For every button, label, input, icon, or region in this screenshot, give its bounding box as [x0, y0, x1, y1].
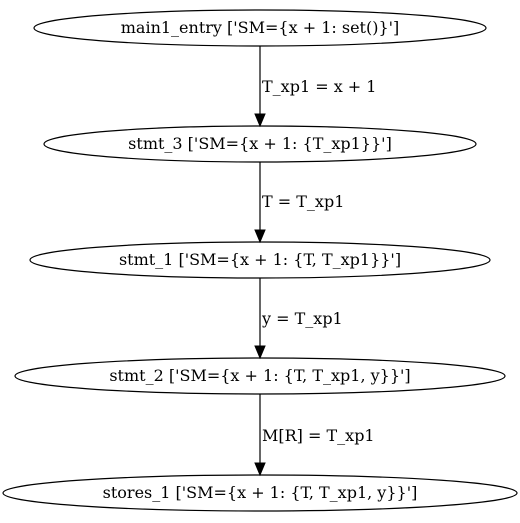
node-main1-entry: main1_entry ['SM={x + 1: set()}']: [33, 9, 487, 47]
edge-stmt-2-to-stores-1: M[R] = T_xp1: [254, 394, 375, 477]
node-stmt-1-label: stmt_1 ['SM={x + 1: {T, T_xp1}}']: [119, 250, 401, 269]
arrowhead-icon: [254, 462, 266, 477]
node-stores-1: stores_1 ['SM={x + 1: {T, T_xp1, y}}']: [2, 474, 518, 512]
edge-main1-entry-to-stmt-3: T_xp1 = x + 1: [254, 46, 376, 128]
arrowhead-icon: [254, 113, 266, 128]
edge-label: y = T_xp1: [261, 309, 343, 328]
edge-stmt-1-to-stmt-2: y = T_xp1: [254, 278, 343, 360]
arrowhead-icon: [254, 345, 266, 360]
node-main1-entry-label: main1_entry ['SM={x + 1: set()}']: [121, 18, 400, 37]
edge-label: M[R] = T_xp1: [262, 426, 375, 445]
node-stmt-3-label: stmt_3 ['SM={x + 1: {T_xp1}}']: [128, 134, 392, 153]
node-stores-1-label: stores_1 ['SM={x + 1: {T, T_xp1, y}}']: [103, 483, 418, 502]
edge-label: T_xp1 = x + 1: [262, 77, 376, 96]
node-stmt-2: stmt_2 ['SM={x + 1: {T, T_xp1, y}}']: [14, 357, 506, 395]
edge-label: T = T_xp1: [262, 192, 344, 211]
arrowhead-icon: [254, 229, 266, 244]
node-stmt-1: stmt_1 ['SM={x + 1: {T, T_xp1}}']: [29, 241, 491, 279]
node-stmt-2-label: stmt_2 ['SM={x + 1: {T, T_xp1, y}}']: [109, 366, 410, 385]
edge-stmt-3-to-stmt-1: T = T_xp1: [254, 162, 344, 244]
node-stmt-3: stmt_3 ['SM={x + 1: {T_xp1}}']: [43, 125, 477, 163]
